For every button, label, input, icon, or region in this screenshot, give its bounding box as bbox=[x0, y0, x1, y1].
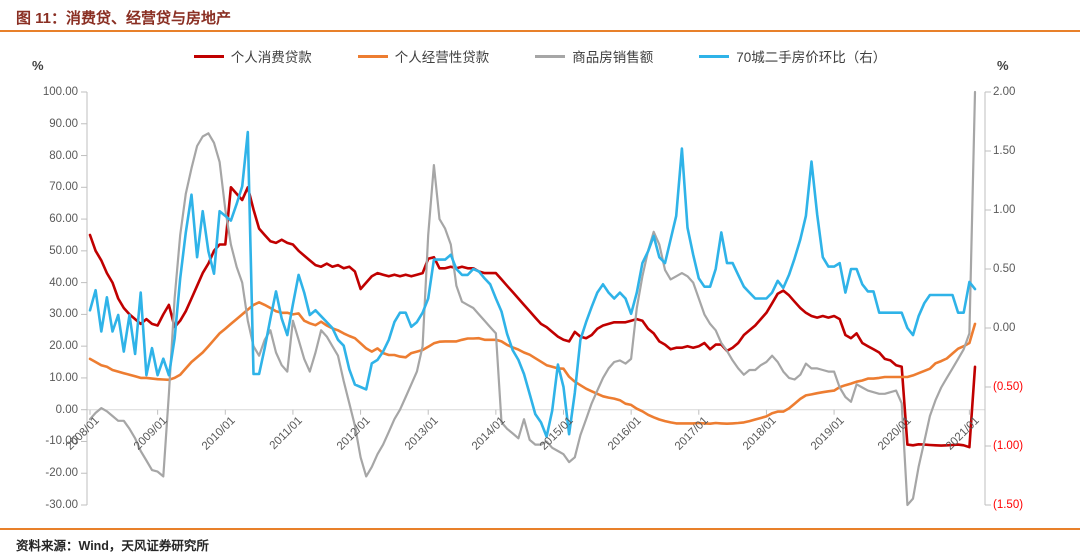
legend-label-business-loans: 个人经营性贷款 bbox=[394, 50, 490, 65]
series-business-loans-line bbox=[88, 300, 977, 426]
right-axis-unit-label: % bbox=[997, 58, 1009, 73]
right-axis-tick-label: (1.00) bbox=[993, 440, 1024, 452]
left-axis-tick-label: -10.00 bbox=[45, 435, 78, 448]
right-axis-tick-label: 0.00 bbox=[993, 322, 1016, 334]
right-axis-tick-label: 1.00 bbox=[993, 204, 1016, 216]
series-consumer-loans-line bbox=[88, 186, 977, 449]
legend-label-home-price-mom: 70城二手房价环比（右） bbox=[736, 50, 887, 65]
right-axis-tick-label: 0.50 bbox=[993, 263, 1016, 275]
left-axis-tick-label: 80.00 bbox=[49, 149, 78, 162]
chart-legend: 个人消费贷款 个人经营性贷款 商品房销售额 70城二手房价环比（右） bbox=[0, 46, 1080, 66]
left-axis-tick-label: 40.00 bbox=[49, 276, 78, 289]
left-axis-unit-label: % bbox=[32, 58, 44, 73]
left-axis-tick-label: 60.00 bbox=[49, 213, 78, 226]
left-axis-tick-label: 70.00 bbox=[49, 181, 78, 194]
series-home-price-mom-line bbox=[88, 130, 977, 438]
source-note: 资料来源：Wind，天风证券研究所 bbox=[16, 539, 209, 553]
left-axis-tick-label: 30.00 bbox=[49, 308, 78, 321]
legend-swatch-consumer-loans bbox=[193, 54, 224, 58]
left-axis-tick-label: 90.00 bbox=[49, 117, 78, 130]
left-axis-tick-label: -30.00 bbox=[45, 499, 78, 511]
right-axis-tick-label: (0.50) bbox=[993, 381, 1024, 393]
legend-label-housing-sales: 商品房销售额 bbox=[572, 50, 654, 65]
series-housing-sales-line bbox=[88, 90, 977, 507]
right-axis-tick-label: 2.00 bbox=[993, 86, 1016, 98]
legend-swatch-business-loans bbox=[357, 54, 388, 58]
legend-label-consumer-loans: 个人消费贷款 bbox=[230, 50, 312, 65]
right-axis-tick-label: 1.50 bbox=[993, 145, 1016, 157]
legend-item-consumer-loans: 个人消费贷款 bbox=[193, 46, 312, 66]
legend-item-business-loans: 个人经营性贷款 bbox=[357, 46, 490, 66]
legend-item-housing-sales: 商品房销售额 bbox=[535, 46, 653, 66]
legend-swatch-home-price-mom bbox=[699, 54, 730, 58]
legend-item-home-price-mom: 70城二手房价环比（右） bbox=[699, 46, 886, 66]
left-axis-tick-label: 0.00 bbox=[55, 403, 78, 416]
left-axis-tick-label: 20.00 bbox=[49, 340, 78, 353]
left-axis-tick-label: 100.00 bbox=[42, 86, 78, 98]
figure-title: 图 11：消费贷、经营贷与房地产 bbox=[16, 10, 232, 27]
top-divider bbox=[0, 30, 1080, 32]
bottom-divider bbox=[0, 528, 1080, 530]
right-axis-tick-label: (1.50) bbox=[993, 499, 1024, 511]
left-axis-tick-label: 50.00 bbox=[49, 244, 78, 257]
left-axis-tick-label: -20.00 bbox=[45, 467, 78, 480]
legend-swatch-housing-sales bbox=[535, 54, 566, 58]
left-axis-tick-label: 10.00 bbox=[49, 371, 78, 384]
